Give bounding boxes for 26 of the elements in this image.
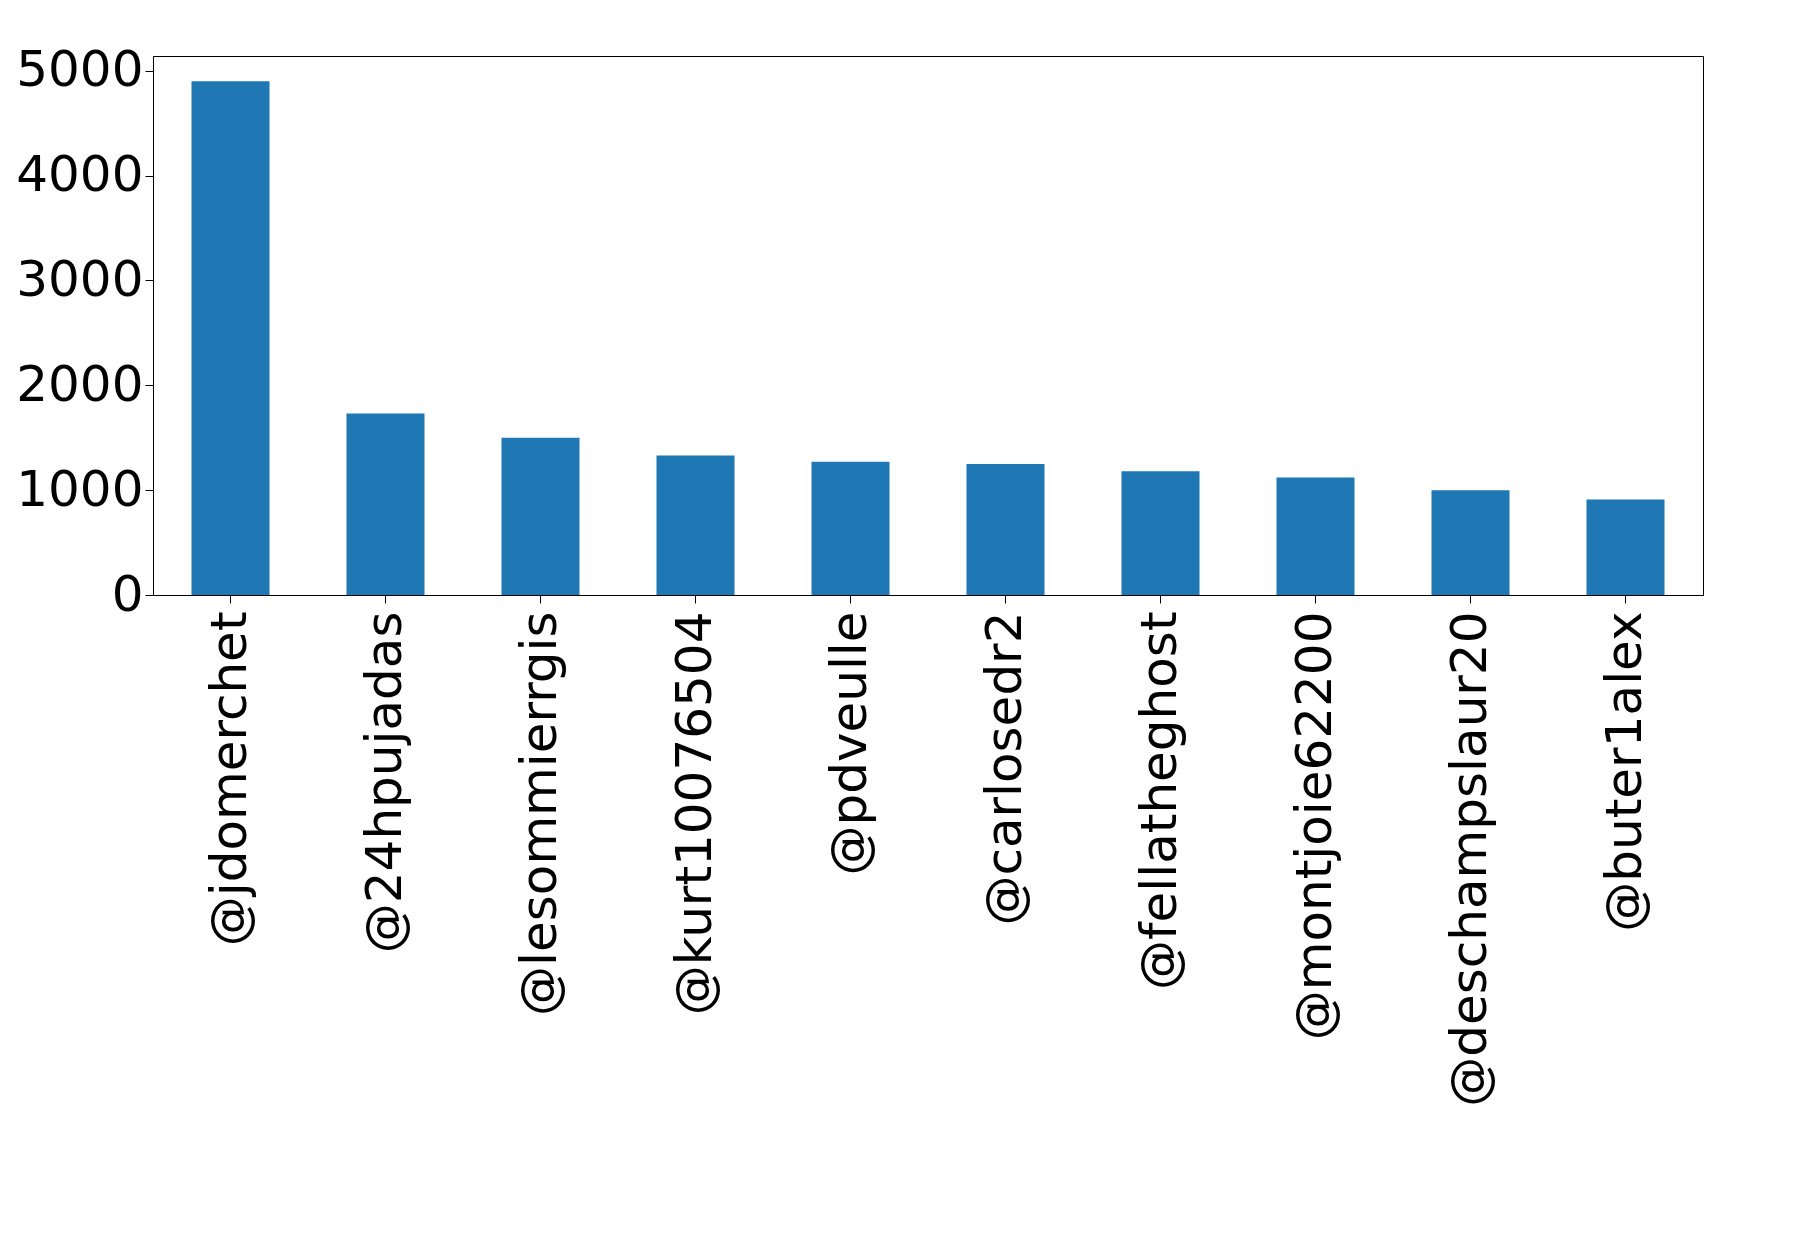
y-tick-label: 4000 <box>16 145 144 204</box>
bar <box>1586 499 1665 595</box>
x-tick-label: @jdomerchet <box>199 611 258 947</box>
bar <box>811 461 890 595</box>
x-tick-label: @carlosedr2 <box>974 611 1033 926</box>
x-tick-label: @deschampslaur20 <box>1439 611 1498 1107</box>
y-tick-label: 2000 <box>16 354 144 413</box>
x-tick-label: @24hpujadas <box>354 611 413 954</box>
x-tick-label: @pdveulle <box>819 611 878 876</box>
bar <box>966 463 1045 595</box>
bar <box>346 413 425 595</box>
x-tick-label: @buter1alex <box>1594 611 1653 932</box>
y-tick-label: 5000 <box>16 40 144 99</box>
x-tick-label: @fellatheghost <box>1129 611 1188 991</box>
y-tick-label: 1000 <box>16 459 144 518</box>
bar <box>1431 490 1510 595</box>
y-tick-label: 3000 <box>16 249 144 308</box>
bar <box>191 81 270 595</box>
bar <box>1276 477 1355 595</box>
bar <box>656 455 735 595</box>
y-tick-label: 0 <box>111 564 144 623</box>
x-tick-label: @montjoie62200 <box>1284 611 1343 1041</box>
x-tick-label: @lesommierrgis <box>509 611 568 1016</box>
x-tick-label: @kurt10076504 <box>664 611 723 1016</box>
bar <box>501 437 580 595</box>
bar <box>1121 471 1200 595</box>
